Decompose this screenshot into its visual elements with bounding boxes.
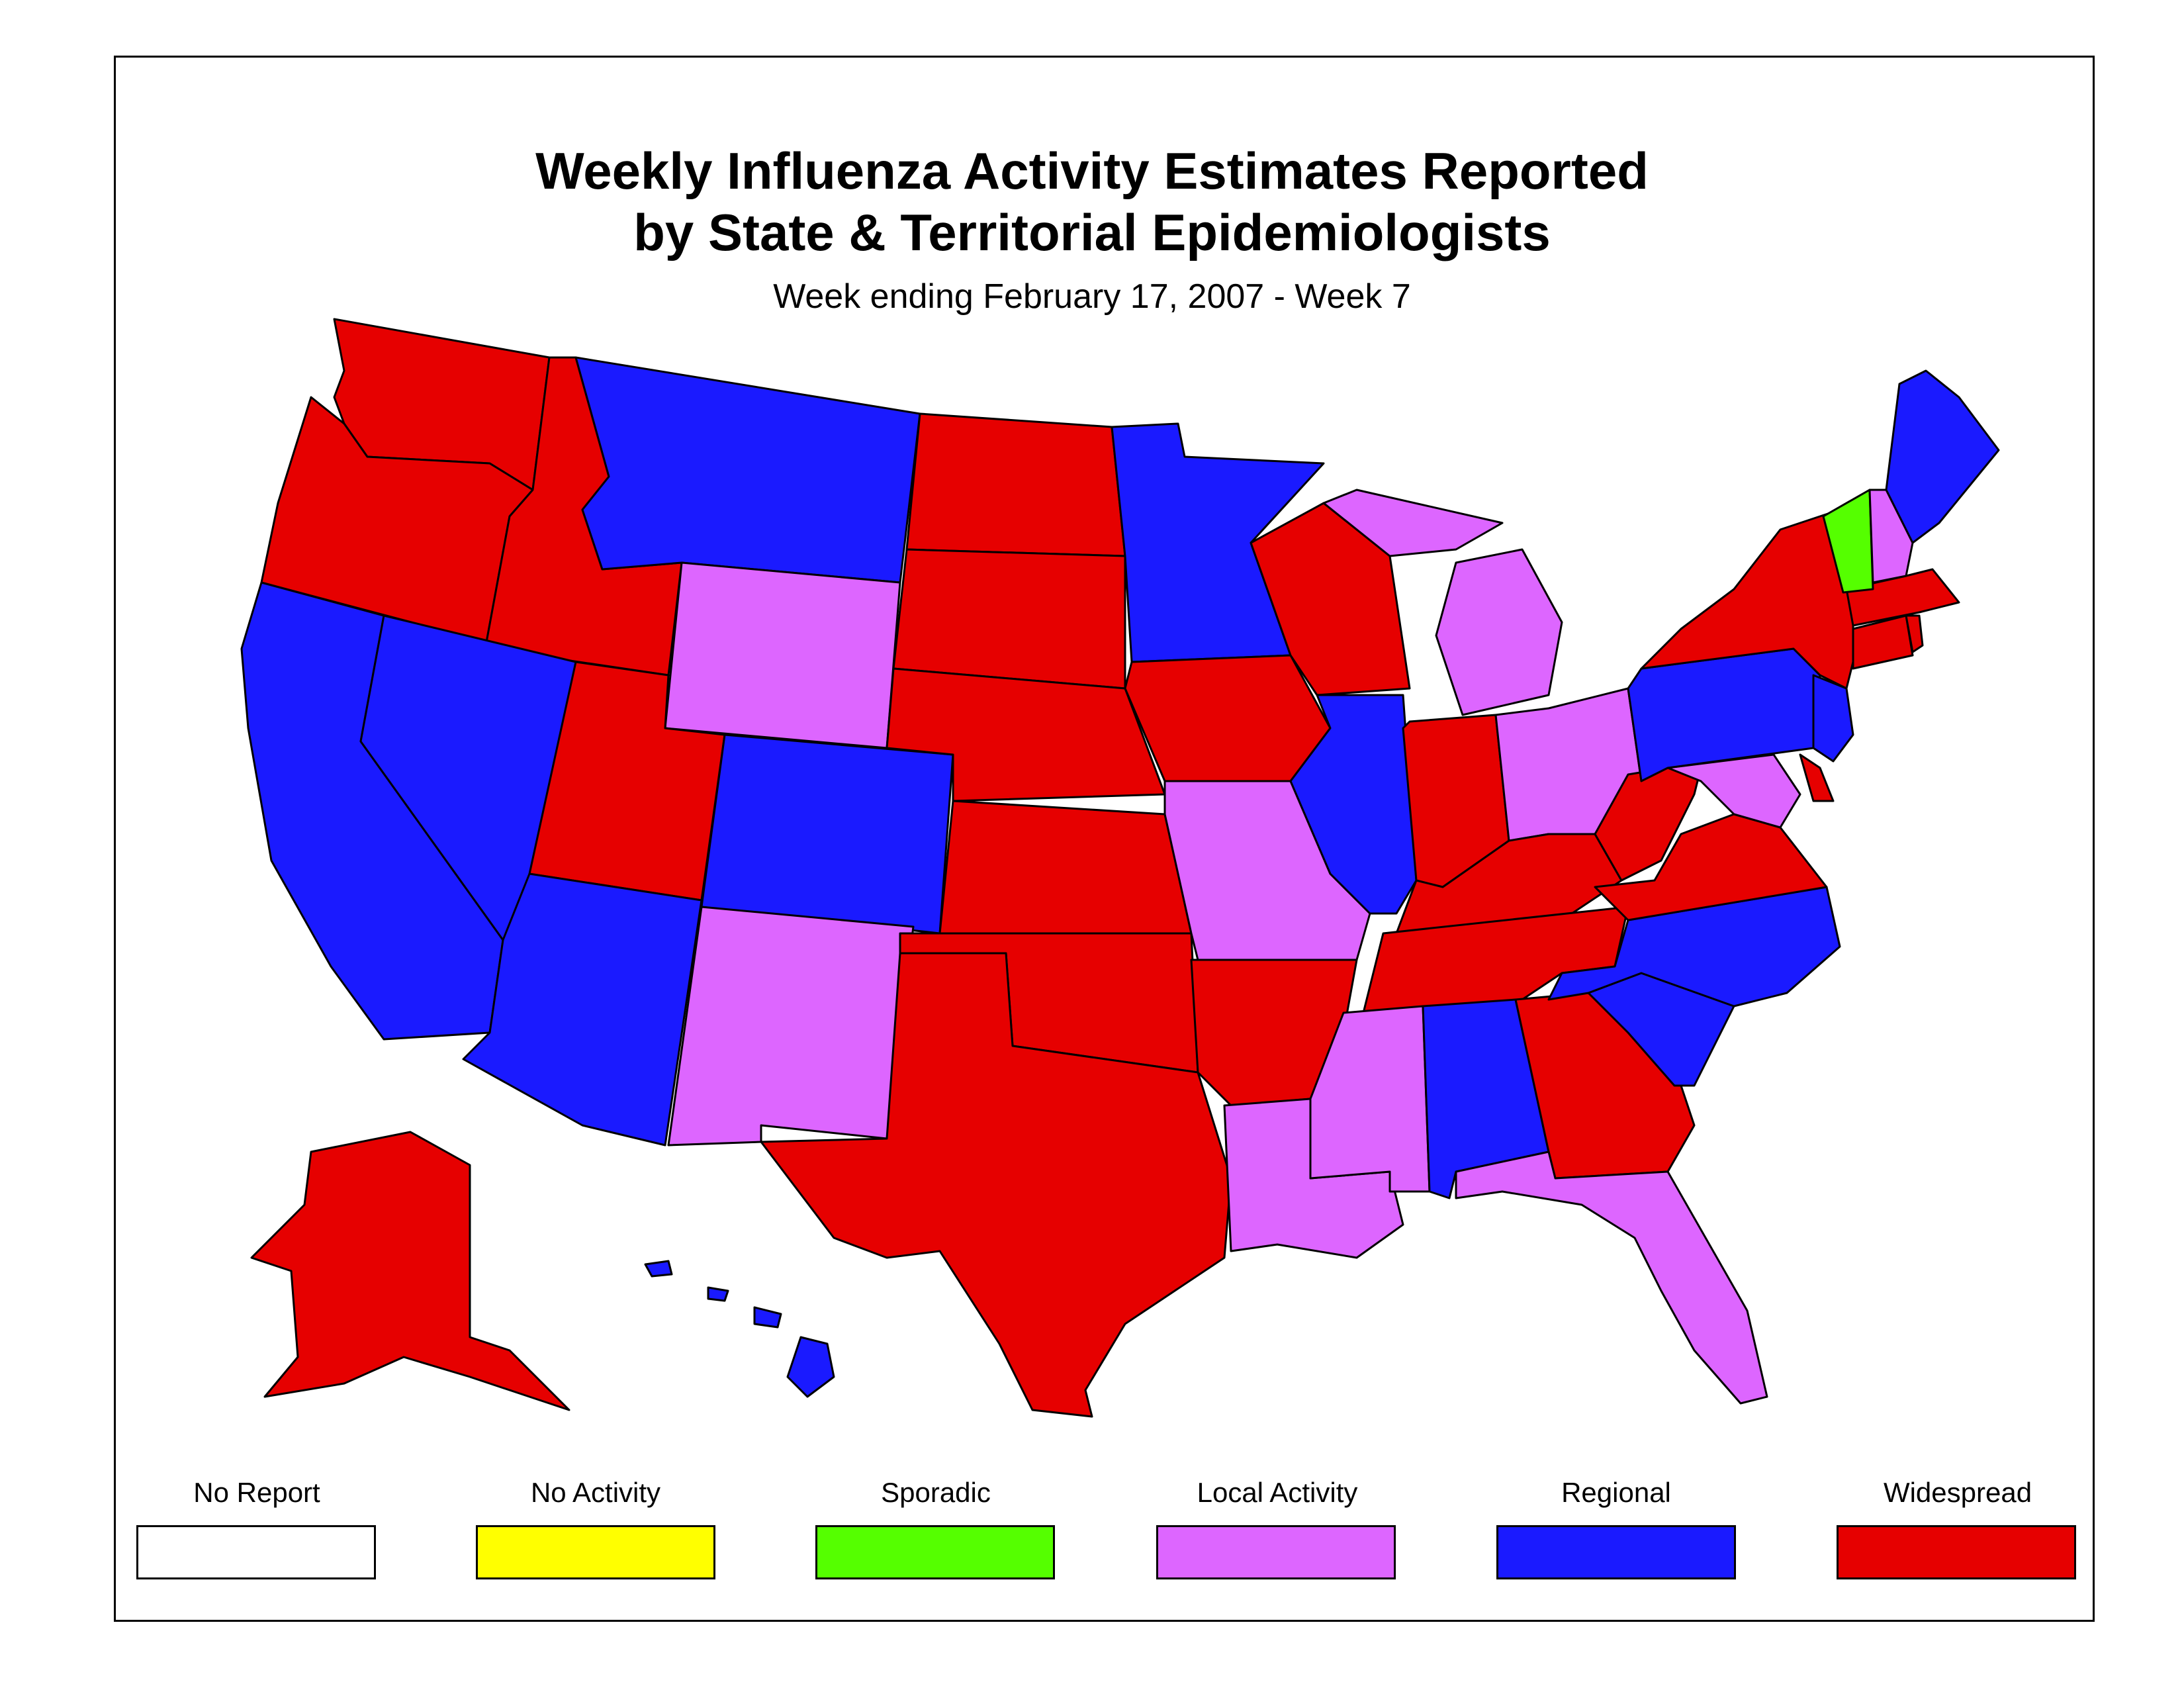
- state-rhode-island: [1905, 614, 1924, 653]
- state-wyoming: [664, 561, 901, 749]
- state-colorado: [700, 733, 954, 935]
- state-iowa: [1124, 654, 1332, 782]
- state-new-mexico: [667, 906, 915, 1147]
- map-frame: [114, 56, 2095, 1622]
- state-south-dakota: [892, 548, 1126, 690]
- legend-swatch-local: [1156, 1525, 1396, 1579]
- state-connecticut: [1852, 614, 1914, 670]
- state-vermont: [1822, 489, 1874, 594]
- state-montana: [574, 356, 921, 584]
- state-texas: [760, 952, 1232, 1418]
- legend-swatch-widespread: [1837, 1525, 2076, 1579]
- map-title-line2: by State & Territorial Epidemiologists: [633, 203, 1551, 261]
- state-hawaii-maui: [753, 1306, 782, 1329]
- legend-swatch-sporadic: [815, 1525, 1055, 1579]
- state-arizona: [462, 872, 703, 1147]
- state-delaware: [1799, 753, 1835, 802]
- legend-swatch-regional: [1496, 1525, 1736, 1579]
- legend-label-widespread: Widespread: [1883, 1477, 2032, 1508]
- map-subtitle: Week ending February 17, 2007 - Week 7: [773, 277, 1411, 316]
- state-new-hampshire: [1868, 489, 1914, 584]
- state-north-carolina: [1547, 886, 1841, 1008]
- legend-label-sporadic: Sporadic: [881, 1477, 991, 1508]
- legend-label-regional: Regional: [1561, 1477, 1671, 1508]
- state-maine: [1885, 369, 2000, 544]
- legend-swatch-no-activity: [476, 1525, 715, 1579]
- state-hawaii-big: [786, 1336, 835, 1398]
- state-maryland: [1666, 753, 1801, 829]
- legend-label-local: Local Activity: [1197, 1477, 1358, 1508]
- legend-swatch-no-report: [136, 1525, 376, 1579]
- map-title-line1: Weekly Influenza Activity Estimates Repo…: [535, 142, 1649, 200]
- legend-label-no-activity: No Activity: [530, 1477, 661, 1508]
- state-florida: [1455, 1150, 1768, 1405]
- state-north-dakota: [905, 412, 1126, 557]
- state-michigan-lower: [1435, 548, 1563, 716]
- state-hawaii-kauai: [644, 1260, 673, 1278]
- state-hawaii-oahu: [707, 1286, 729, 1302]
- state-west-virginia: [1594, 767, 1702, 882]
- state-michigan-upper: [1322, 489, 1504, 557]
- state-kansas: [938, 800, 1193, 935]
- legend-label-no-report: No Report: [193, 1477, 320, 1508]
- state-alaska: [250, 1131, 570, 1411]
